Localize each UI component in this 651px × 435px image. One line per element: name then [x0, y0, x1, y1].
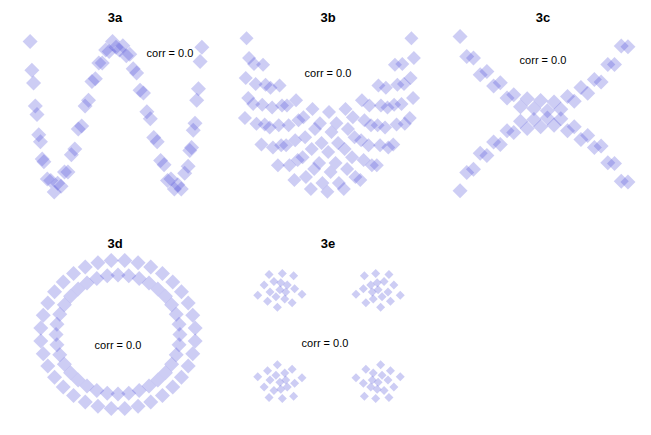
- svg-text:corr = 0.0: corr = 0.0: [302, 337, 349, 349]
- svg-text:corr = 0.0: corr = 0.0: [520, 54, 567, 66]
- svg-text:corr = 0.0: corr = 0.0: [147, 47, 194, 59]
- svg-text:3e: 3e: [321, 236, 335, 251]
- svg-text:corr = 0.0: corr = 0.0: [305, 67, 352, 79]
- svg-text:3b: 3b: [320, 10, 335, 25]
- svg-text:3d: 3d: [107, 236, 122, 251]
- svg-text:3c: 3c: [536, 10, 550, 25]
- svg-text:corr = 0.0: corr = 0.0: [95, 339, 142, 351]
- svg-text:3a: 3a: [108, 10, 123, 25]
